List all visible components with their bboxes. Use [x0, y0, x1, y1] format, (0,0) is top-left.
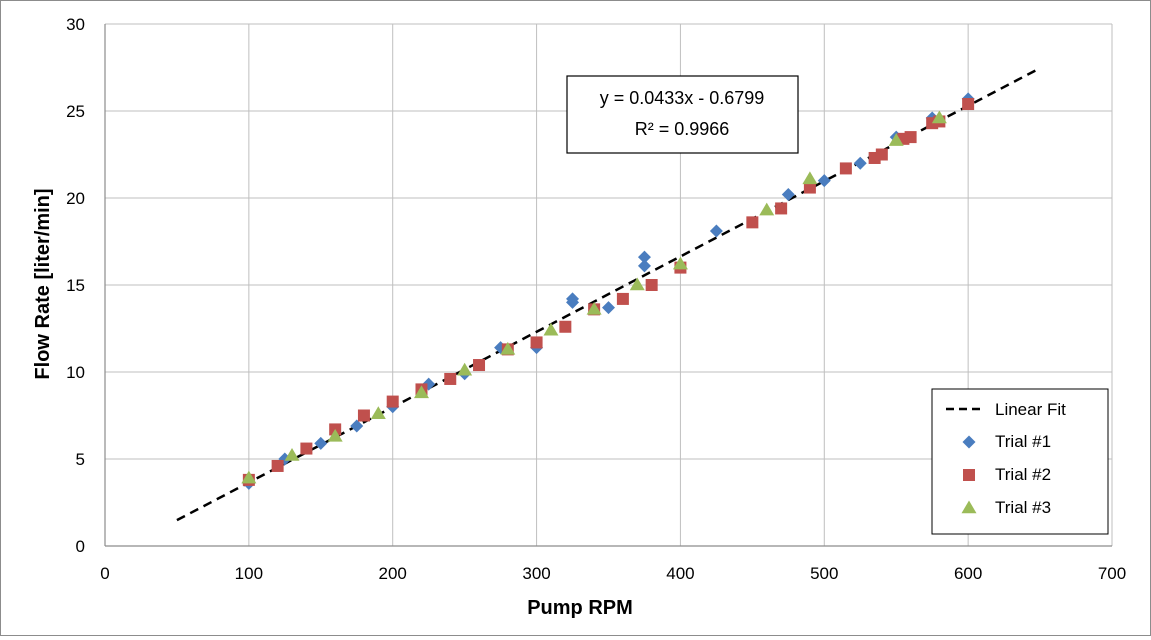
legend-trial1-swatch — [962, 435, 976, 449]
fit-r-squared: R² = 0.9966 — [635, 119, 730, 139]
legend: Linear Fit Trial #1 Trial #2 Trial #3 — [931, 388, 1109, 535]
trial3-point — [802, 171, 818, 185]
trial3-point — [500, 341, 516, 355]
legend-border — [931, 388, 1109, 535]
trial1-point — [637, 250, 651, 264]
y-tick-label: 10 — [66, 363, 85, 382]
x-tick-label: 600 — [954, 564, 982, 583]
trial2-point — [300, 442, 313, 455]
trial2-point — [386, 395, 399, 408]
x-tick-label: 0 — [100, 564, 109, 583]
trial3-point — [284, 448, 300, 461]
trial1-point — [350, 419, 364, 433]
trial1-point — [566, 295, 580, 309]
x-tick-label: 400 — [666, 564, 694, 583]
trial2-legend-marker — [963, 469, 975, 481]
trial3-point — [629, 277, 645, 291]
legend-trial1-label: Trial #1 — [995, 432, 1051, 451]
trial2-point — [875, 148, 888, 161]
legend-trial2-swatch — [963, 469, 975, 481]
trial2-point — [271, 459, 284, 472]
x-tick-label: 300 — [522, 564, 550, 583]
equation-box: y = 0.0433x - 0.6799 R² = 0.9966 — [566, 75, 799, 154]
trial3-point — [586, 301, 602, 315]
trial1-point — [709, 224, 723, 238]
trial3-point — [327, 428, 343, 442]
trial2-point — [530, 336, 543, 349]
trial2-point — [803, 181, 816, 194]
trial2-point — [775, 202, 788, 215]
trial1-point — [314, 436, 328, 450]
y-axis-title: Flow Rate [liter/min] — [32, 188, 54, 379]
trial2-point — [444, 372, 457, 385]
fit-equation: y = 0.0433x - 0.6799 — [600, 88, 765, 108]
trial2-point — [559, 320, 572, 333]
trial3-point — [888, 133, 904, 146]
equation-box-border — [566, 75, 799, 154]
x-tick-label: 100 — [235, 564, 263, 583]
trial3-point — [241, 470, 257, 484]
legend-trial3-label: Trial #3 — [995, 498, 1051, 517]
trial2-point — [357, 409, 370, 422]
trial3-point — [370, 406, 386, 420]
trial3-point — [457, 362, 473, 376]
trial2-point — [746, 216, 759, 229]
trial1-point — [853, 156, 867, 170]
x-axis-title: Pump RPM — [527, 597, 633, 619]
trial3-point — [413, 385, 429, 399]
trial3-point — [543, 322, 559, 336]
trial1-point — [817, 174, 831, 188]
trial1-point — [637, 259, 651, 273]
trial3-point — [759, 202, 775, 216]
trial2-point — [473, 359, 486, 372]
x-tick-label: 700 — [1098, 564, 1126, 583]
trial3-legend-marker — [961, 500, 977, 514]
trial3-point — [672, 256, 688, 270]
legend-trial2-label: Trial #2 — [995, 465, 1051, 484]
trial2-point — [616, 292, 629, 305]
y-tick-label: 0 — [76, 537, 85, 556]
trial2-point — [839, 162, 852, 175]
y-tick-label: 5 — [76, 450, 85, 469]
x-tick-label: 500 — [810, 564, 838, 583]
x-tick-label: 200 — [379, 564, 407, 583]
trial2-point — [962, 98, 975, 111]
trial1-point — [781, 188, 795, 202]
tick-labels: 0 100 200 300 400 500 600 700 0 5 10 15 20 25 30 — [66, 15, 1126, 583]
legend-fit-label: Linear Fit — [995, 400, 1066, 419]
trial2-point — [904, 131, 917, 144]
y-tick-label: 25 — [66, 102, 85, 121]
y-tick-label: 15 — [66, 276, 85, 295]
trial3-point — [931, 110, 947, 124]
data-points — [241, 92, 975, 490]
y-tick-label: 20 — [66, 189, 85, 208]
legend-trial3-swatch — [961, 500, 977, 514]
trial1-point — [602, 301, 615, 315]
trial1-legend-marker — [962, 435, 976, 449]
trial2-point — [645, 279, 658, 291]
y-tick-label: 30 — [66, 15, 85, 34]
